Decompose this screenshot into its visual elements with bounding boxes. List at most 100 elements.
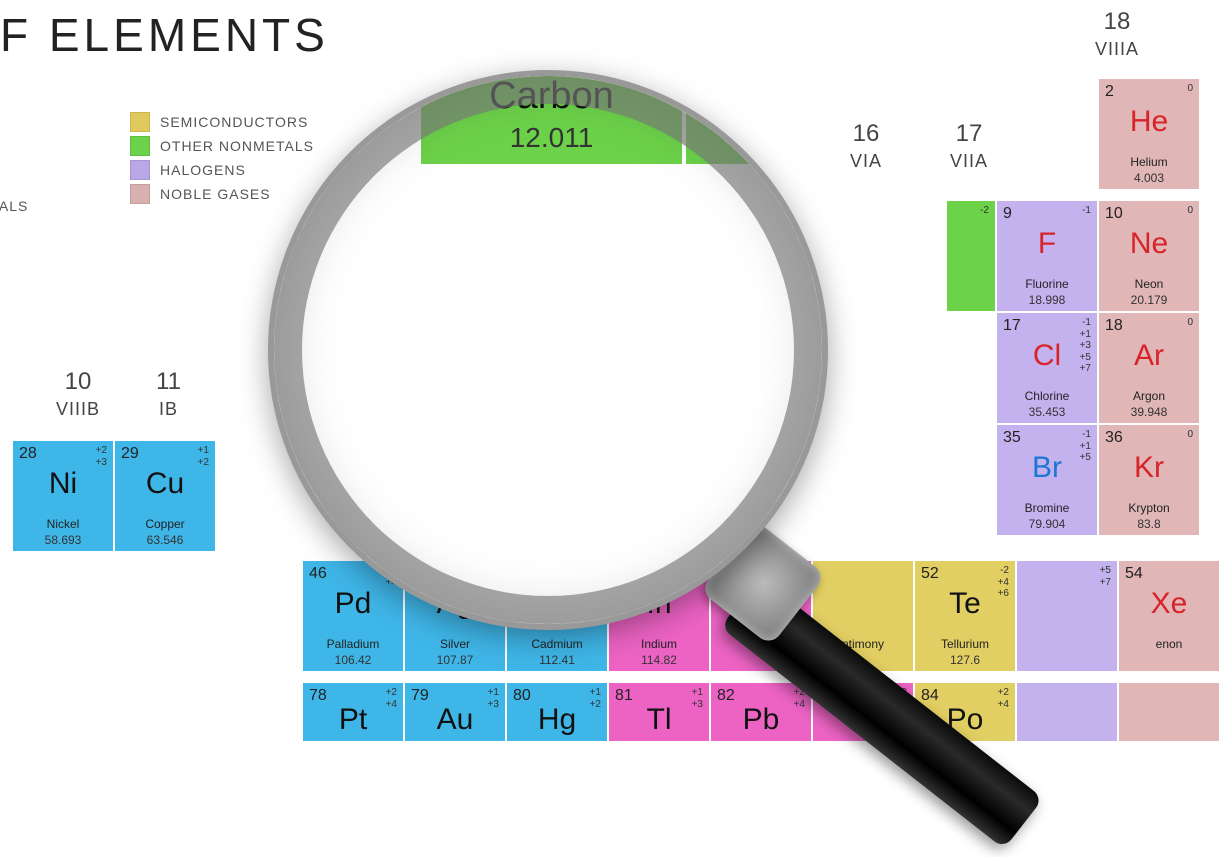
element-cell: 28 +2+3 Ni Nickel 58.693 — [12, 440, 114, 552]
atomic-number: 10 — [1105, 205, 1123, 223]
atomic-mass: 107.87 — [405, 653, 505, 667]
element-cell: 79 +1+3 Au — [404, 682, 506, 742]
element-symbol: Xe — [1119, 587, 1219, 621]
oxidation-states: 0 — [1187, 83, 1193, 95]
atomic-mass: 79.904 — [997, 517, 1097, 531]
element-symbol: Au — [405, 703, 505, 737]
element-symbol: Br — [997, 451, 1097, 485]
element-name: Nickel — [13, 517, 113, 531]
atomic-mass: 20.179 — [1099, 293, 1199, 307]
element-symbol: Pb — [711, 703, 811, 737]
element-cell: 54 Xe enon — [1118, 560, 1220, 672]
element-symbol: Kr — [1099, 451, 1199, 485]
element-cell: 78 +2+4 Pt — [302, 682, 404, 742]
group-number: 10 — [56, 368, 100, 396]
group-number: 18 — [1095, 8, 1139, 36]
element-symbol: Pd — [303, 587, 403, 621]
atomic-mass: 39.948 — [1099, 405, 1199, 419]
element-cell: 2 0 He Helium 4.003 — [1098, 78, 1200, 190]
oxidation-states: 0 — [1187, 429, 1193, 441]
atomic-mass: 83.8 — [1099, 517, 1199, 531]
oxidation-states: +2+3 — [96, 445, 107, 468]
legend-swatch — [130, 160, 150, 180]
element-cell: 36 0 Kr Krypton 83.8 — [1098, 424, 1200, 536]
element-symbol: Te — [915, 587, 1015, 621]
element-cell: 52 -2+4+6 Te Tellurium 127.6 — [914, 560, 1016, 672]
atomic-mass: 127.6 — [915, 653, 1015, 667]
oxidation-states: -1 — [1082, 205, 1091, 217]
element-symbol: Ne — [1099, 227, 1199, 261]
element-symbol: Pt — [303, 703, 403, 737]
element-name: Cadmium — [507, 637, 607, 651]
atomic-number: 28 — [19, 445, 37, 463]
atomic-number: 36 — [1105, 429, 1123, 447]
element-cell: 10 0 Ne Neon 20.179 — [1098, 200, 1200, 312]
atomic-number: 35 — [1003, 429, 1021, 447]
element-name: Palladium — [303, 637, 403, 651]
element-name: enon — [1119, 637, 1219, 651]
atomic-mass: 12.011 — [421, 122, 682, 154]
element-cell: 81 +1+3 Tl — [608, 682, 710, 742]
element-name: Indium — [609, 637, 709, 651]
group-header: 11 IB — [156, 368, 181, 421]
element-row: 17 -1+1+3+5+7 Cl Chlorine 35.453 18 0 Ar… — [996, 312, 1200, 424]
element-symbol: He — [1099, 105, 1199, 139]
group-label: VIIIB — [56, 399, 100, 419]
element-symbol: Ni — [13, 467, 113, 501]
atomic-number: 52 — [921, 565, 939, 583]
oxidation-states: 0 — [1187, 205, 1193, 217]
atomic-mass: 63.546 — [115, 533, 215, 547]
element-name: Neon — [1099, 277, 1199, 291]
magnified-element-cell: Carbon 12.011 — [419, 70, 684, 166]
group-label: VIIIA — [1095, 39, 1139, 59]
group-header: 16 VIA — [850, 120, 882, 173]
element-name: Silver — [405, 637, 505, 651]
oxidation-states: 0 — [1187, 317, 1193, 329]
atomic-number: 54 — [1125, 565, 1143, 583]
group-label: VIIA — [950, 151, 988, 171]
group-header: 18 VIIIA — [1095, 8, 1139, 61]
element-row: -2 9 -1 F Fluorine 18.998 10 0 Ne Neon 2… — [946, 200, 1200, 312]
atomic-number: 2 — [1105, 83, 1114, 101]
atomic-number: 17 — [1003, 317, 1021, 335]
group-label: IB — [159, 399, 178, 419]
element-cell: 9 -1 F Fluorine 18.998 — [996, 200, 1098, 312]
legend-edge-fragment: ETALS — [0, 198, 28, 214]
atomic-mass: 58.693 — [13, 533, 113, 547]
element-cell: 29 +1+2 Cu Copper 63.546 — [114, 440, 216, 552]
group-number: 17 — [950, 120, 988, 148]
magnifier-lens: Carbon 12.011 — [268, 70, 828, 630]
legend-swatch — [130, 136, 150, 156]
element-cell — [1118, 682, 1220, 742]
element-cell: 80 +1+2 Hg — [506, 682, 608, 742]
element-cell: 82 +2+4 Pb — [710, 682, 812, 742]
legend-label: HALOGENS — [160, 162, 246, 178]
legend-item: NOBLE GASES — [130, 184, 314, 204]
atomic-number: 29 — [121, 445, 139, 463]
atomic-mass: 35.453 — [997, 405, 1097, 419]
atomic-mass: 18.998 — [997, 293, 1097, 307]
group-header: 17 VIIA — [950, 120, 988, 173]
element-name: Tellurium — [915, 637, 1015, 651]
group-label: VIA — [850, 151, 882, 171]
element-symbol: Cu — [115, 467, 215, 501]
group-number: 11 — [156, 368, 181, 396]
group-header: 10 VIIIB — [56, 368, 100, 421]
element-name: Carbon — [421, 75, 682, 118]
element-name: Argon — [1099, 389, 1199, 403]
element-name: Fluorine — [997, 277, 1097, 291]
element-cell-fragment: -2 — [946, 200, 996, 312]
atomic-mass: 114.82 — [609, 653, 709, 667]
element-symbol: Hg — [507, 703, 607, 737]
element-name: Chlorine — [997, 389, 1097, 403]
element-name: Krypton — [1099, 501, 1199, 515]
oxidation-states: -2 — [980, 205, 989, 217]
atomic-mass: 106.42 — [303, 653, 403, 667]
page-title-fragment: F ELEMENTS — [0, 8, 329, 62]
element-cell: 17 -1+1+3+5+7 Cl Chlorine 35.453 — [996, 312, 1098, 424]
element-cell — [1016, 682, 1118, 742]
element-cell: +5+7 — [1016, 560, 1118, 672]
atomic-number: 18 — [1105, 317, 1123, 335]
group-number: 16 — [850, 120, 882, 148]
element-row: 2 0 He Helium 4.003 — [1098, 78, 1200, 190]
